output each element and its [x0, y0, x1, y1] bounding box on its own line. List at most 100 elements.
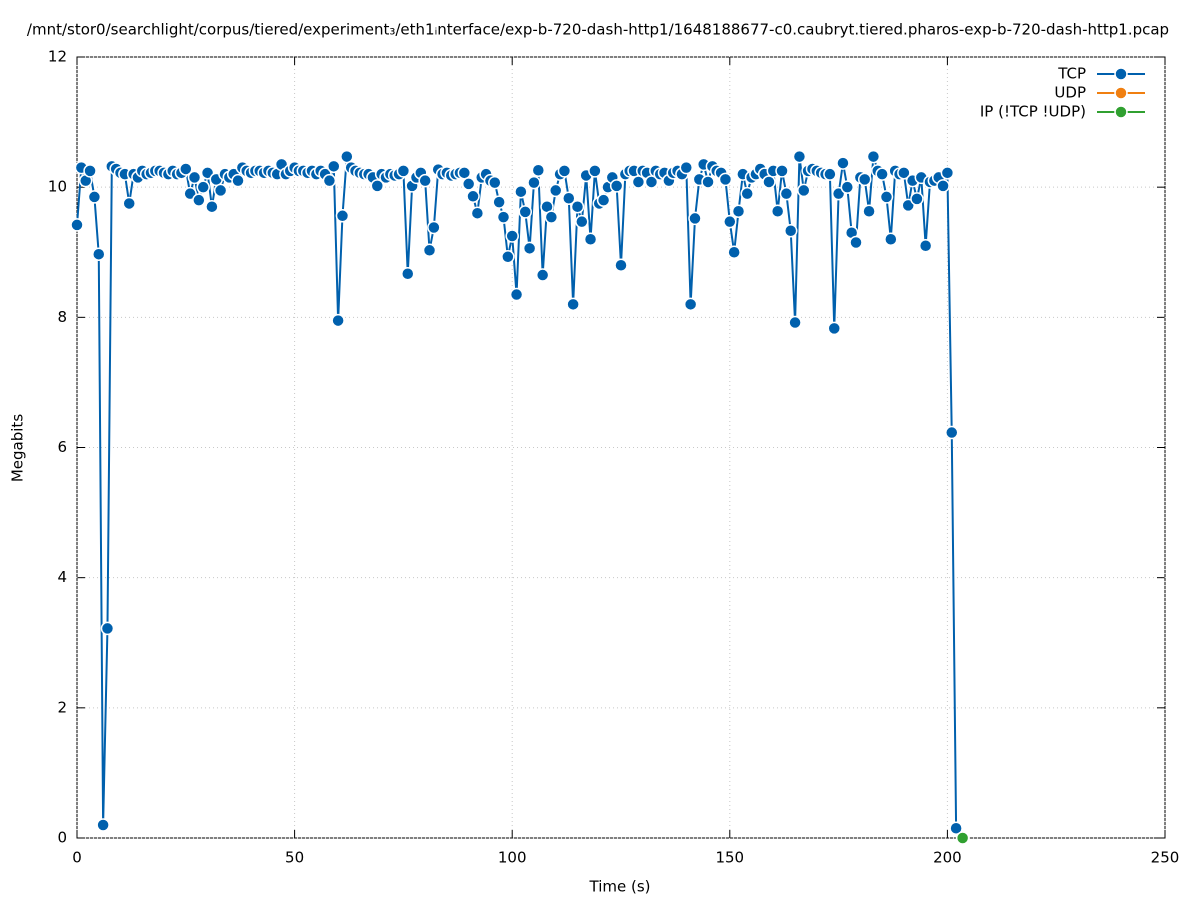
legend-label: IP (!TCP !UDP) [980, 103, 1086, 121]
data-point [936, 179, 950, 193]
data-point [213, 183, 228, 198]
data-point [575, 214, 589, 229]
data-point [762, 175, 776, 189]
y-tick-label: 10 [48, 178, 67, 196]
data-point [840, 180, 855, 194]
data-point [187, 170, 202, 185]
series-line [76, 156, 958, 829]
x-axis-label: Time (s) [589, 878, 651, 896]
data-point [531, 163, 546, 177]
data-point [488, 175, 502, 190]
y-tick-label: 12 [48, 48, 67, 66]
data-point [96, 818, 110, 832]
data-point [879, 190, 894, 204]
data-point [544, 210, 559, 224]
data-point [335, 209, 350, 223]
data-point [823, 167, 837, 181]
data-point [83, 164, 97, 178]
data-point [866, 149, 881, 164]
data-point [857, 172, 872, 187]
data-point [509, 287, 524, 302]
data-point [396, 164, 411, 178]
data-point [875, 167, 889, 181]
data-point [92, 247, 106, 261]
y-tick-label: 8 [57, 308, 67, 326]
data-point [775, 164, 789, 178]
data-point [401, 266, 415, 281]
data-point [231, 173, 245, 188]
data-point [548, 183, 563, 198]
y-tick-label: 6 [57, 438, 67, 456]
data-point [688, 211, 702, 226]
data-point [340, 149, 354, 164]
data-point [862, 204, 876, 218]
data-point [505, 229, 519, 243]
data-point [918, 238, 933, 253]
x-tick-label: 100 [498, 849, 527, 867]
data-point [570, 199, 585, 214]
data-point [370, 179, 385, 193]
data-point [470, 206, 485, 220]
data-point [457, 166, 472, 180]
data-point [514, 184, 528, 199]
data-point [205, 199, 219, 214]
data-point [418, 173, 432, 188]
data-point [727, 245, 741, 259]
data-point [718, 172, 733, 187]
x-tick-label: 250 [1151, 849, 1180, 867]
data-point [461, 177, 476, 191]
data-point [770, 204, 785, 218]
data-point [731, 204, 746, 218]
data-point [70, 218, 84, 232]
data-point [196, 180, 210, 194]
data-point [797, 183, 811, 198]
data-point [192, 193, 206, 207]
data-point [87, 190, 102, 204]
data-point [723, 214, 737, 229]
data-point [792, 149, 807, 164]
data-point [940, 166, 955, 180]
x-tick-label: 200 [933, 849, 962, 867]
data-point [535, 268, 550, 282]
data-point [518, 205, 533, 219]
data-point [557, 164, 572, 178]
data-point [955, 831, 970, 845]
data-point [783, 224, 798, 238]
data-point [583, 232, 598, 246]
chart-title: /mnt/stor0/searchlight/corpus/tiered/exp… [27, 21, 1169, 39]
data-point [897, 166, 911, 180]
data-point [849, 235, 863, 250]
data-point [100, 621, 115, 636]
data-point [501, 250, 515, 264]
data-point [836, 156, 850, 170]
data-point [527, 175, 541, 190]
legend-label: UDP [1054, 84, 1086, 102]
data-point [945, 425, 959, 440]
y-tick-label: 4 [57, 568, 67, 586]
data-point [322, 173, 337, 188]
y-axis-label: Megabits [9, 414, 27, 482]
data-point [496, 210, 511, 224]
data-point [179, 162, 193, 176]
legend-label: TCP [1057, 65, 1086, 83]
x-tick-label: 150 [715, 849, 744, 867]
data-point [609, 179, 624, 193]
data-point [566, 297, 580, 312]
x-tick-label: 50 [285, 849, 304, 867]
data-point [949, 821, 963, 835]
data-point [588, 164, 602, 178]
y-tick-label: 0 [57, 829, 67, 847]
data-point [683, 297, 698, 312]
legend-marker [1114, 67, 1128, 81]
data-point [122, 196, 136, 211]
data-point [562, 191, 576, 205]
legend-marker [1114, 105, 1128, 119]
data-point [827, 321, 841, 336]
x-tick-label: 0 [72, 849, 82, 867]
data-point [596, 193, 611, 207]
data-point [788, 315, 802, 330]
data-point [884, 232, 898, 246]
data-point [327, 159, 341, 174]
data-point [422, 243, 437, 258]
